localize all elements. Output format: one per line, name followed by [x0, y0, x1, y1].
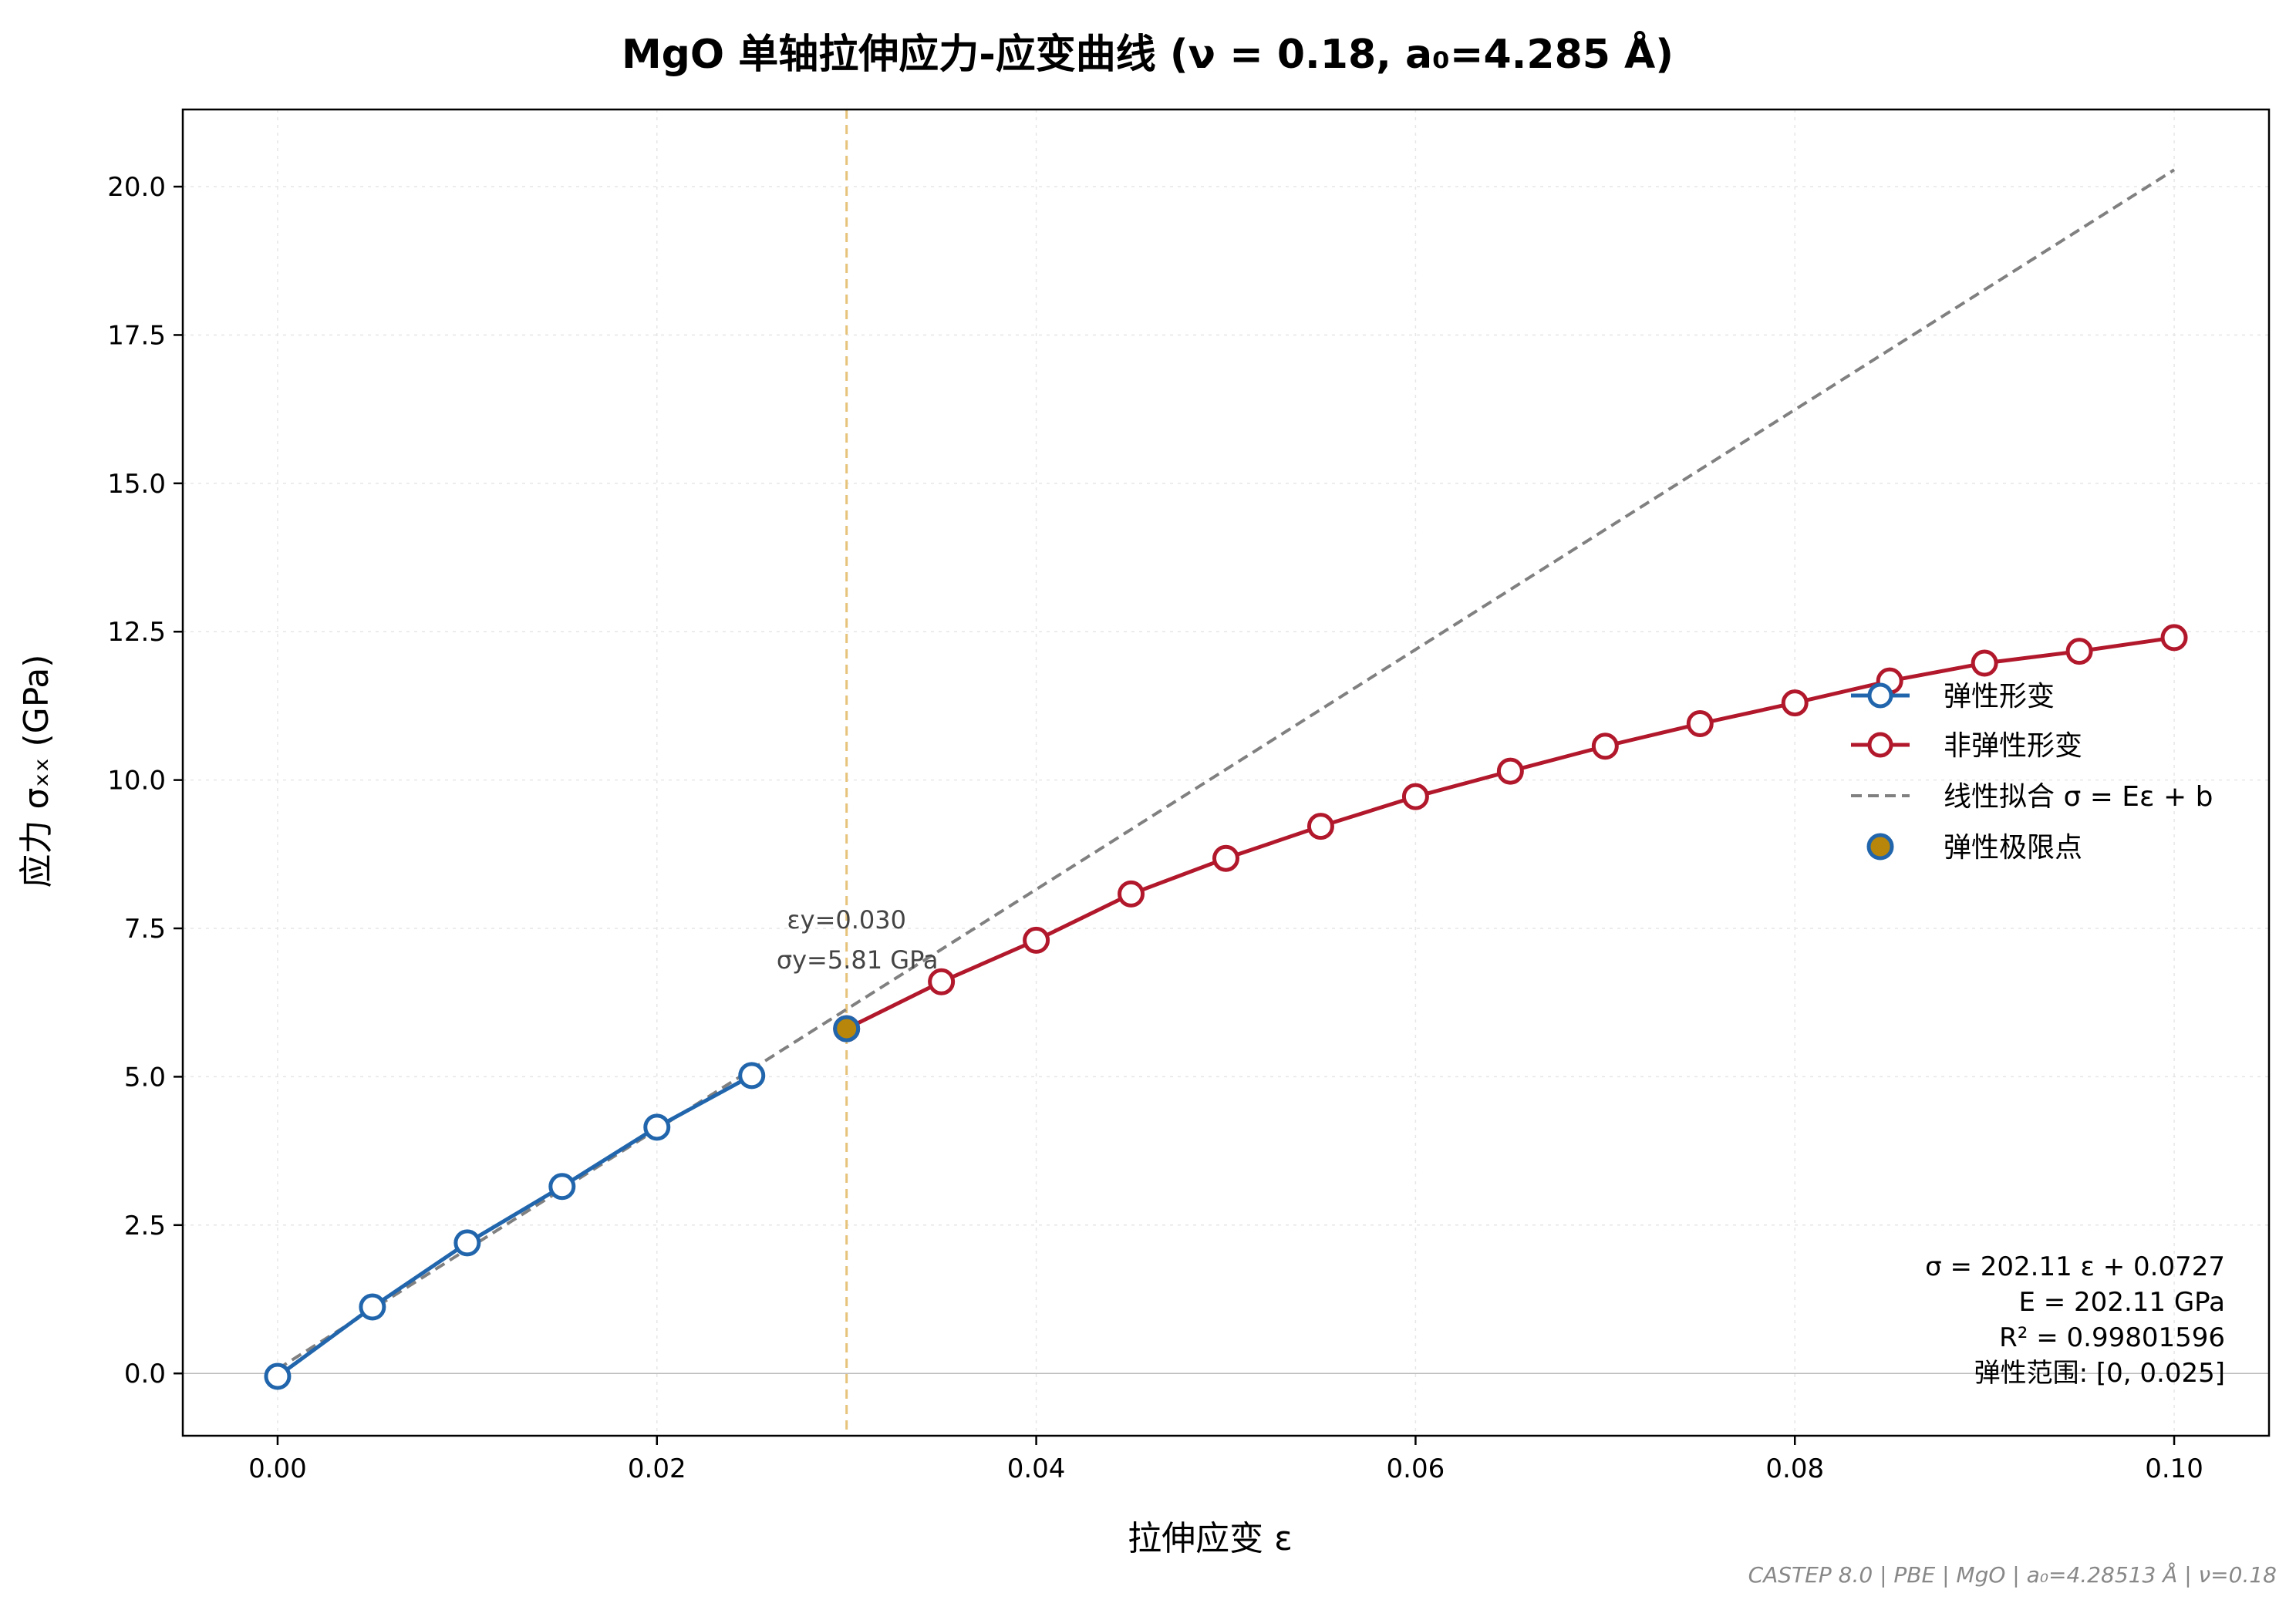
x-axis-label: 拉伸应变 ε [1128, 1519, 1293, 1558]
inelastic-data-point [2065, 638, 2093, 665]
y-tick-label: 10.0 [107, 766, 166, 797]
chart-title: MgO 单轴拉伸应力-应变曲线 (ν = 0.18, a₀=4.285 Å) [622, 31, 1674, 78]
legend-item-elastic: 弹性形变 [1851, 681, 2055, 712]
svg-text:线性拟合 σ = Eε + b: 线性拟合 σ = Eε + b [1944, 781, 2213, 813]
elastic-data-point [548, 1173, 576, 1201]
inelastic-data-point [1781, 689, 1809, 717]
yield-strain-annotation: εy=0.030 [787, 905, 906, 935]
legend-item-linear-fit: 线性拟合 σ = Eε + b [1851, 781, 2213, 813]
x-tick-label: 0.06 [1387, 1453, 1445, 1484]
elastic-data-point [264, 1362, 292, 1390]
x-tick-label: 0.02 [628, 1453, 686, 1484]
svg-text:非弹性形变: 非弹性形变 [1944, 730, 2082, 762]
elastic-series-line [276, 1073, 753, 1379]
fit-equation: σ = 202.11 ε + 0.0727 [1925, 1251, 2225, 1282]
yield-data-point [833, 1015, 861, 1042]
x-tick-label: 0.10 [2145, 1453, 2203, 1484]
y-tick-label: 2.5 [124, 1211, 166, 1241]
elastic-series-points [264, 1062, 766, 1390]
inelastic-data-point [1306, 813, 1334, 840]
plot-area [181, 108, 2271, 1437]
svg-text:弹性极限点: 弹性极限点 [1944, 832, 2082, 864]
y-axis-ticks: 0.0 2.5 5.0 7.5 10.0 12.5 15.0 17.5 20.0 [107, 172, 183, 1389]
y-tick-label: 0.0 [124, 1359, 166, 1389]
y-axis-label: 应力 σₓₓ (GPa) [17, 655, 56, 888]
footer-credits: CASTEP 8.0 | PBE | MgO | a₀=4.28513 Å | … [1748, 1561, 2277, 1588]
yield-stress-annotation: σy=5.81 GPa [777, 945, 939, 975]
yield-point-marker [833, 1015, 861, 1042]
y-tick-label: 7.5 [124, 914, 166, 945]
fit-elastic-range: 弹性范围: [0, 0.025] [1974, 1358, 2225, 1389]
x-axis-ticks: 0.00 0.02 0.04 0.06 0.08 0.10 [248, 1436, 2203, 1484]
elastic-data-point [453, 1229, 481, 1257]
svg-text:弹性形变: 弹性形变 [1944, 681, 2055, 712]
elastic-data-point [738, 1062, 766, 1090]
elastic-data-point [643, 1113, 671, 1141]
plot-frame [181, 108, 2271, 1437]
inelastic-data-point [2160, 624, 2188, 652]
linear-fit-line [276, 168, 2176, 1371]
inelastic-data-point [1212, 844, 1239, 872]
y-tick-label: 12.5 [107, 617, 166, 648]
fit-results-box: σ = 202.11 ε + 0.0727 E = 202.11 GPa R² … [1925, 1251, 2225, 1389]
legend-item-inelastic: 非弹性形变 [1851, 730, 2082, 762]
fit-r-squared: R² = 0.99801596 [1999, 1322, 2225, 1353]
fit-modulus: E = 202.11 GPa [2018, 1287, 2225, 1318]
inelastic-data-point [1686, 710, 1714, 738]
legend-item-yield-point: 弹性极限点 [1866, 832, 2082, 864]
y-tick-label: 5.0 [124, 1062, 166, 1093]
x-tick-label: 0.08 [1765, 1453, 1824, 1484]
inelastic-data-point [1591, 733, 1619, 760]
y-tick-label: 20.0 [107, 172, 166, 203]
x-tick-label: 0.00 [248, 1453, 307, 1484]
x-tick-label: 0.04 [1007, 1453, 1066, 1484]
y-tick-label: 15.0 [107, 469, 166, 500]
inelastic-data-point [1971, 649, 1998, 677]
inelastic-data-point [928, 968, 956, 995]
elastic-data-point [359, 1293, 386, 1321]
inelastic-data-point [1496, 757, 1524, 785]
inelastic-data-point [1023, 926, 1050, 954]
legend: 弹性形变 非弹性形变 线性拟合 σ = Eε + b 弹性极限点 [1851, 681, 2213, 864]
inelastic-data-point [1118, 880, 1145, 908]
y-tick-label: 17.5 [107, 320, 166, 351]
inelastic-data-point [1401, 783, 1429, 810]
